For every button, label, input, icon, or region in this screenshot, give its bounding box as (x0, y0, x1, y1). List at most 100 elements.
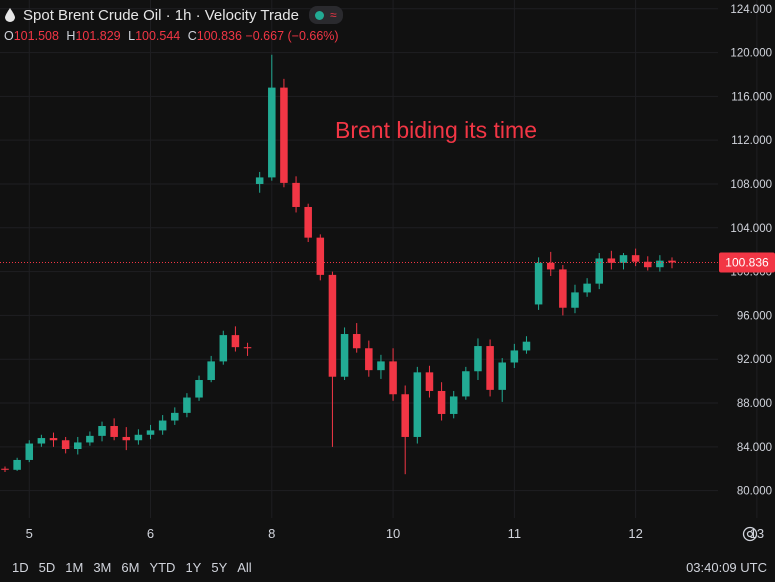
candle (328, 271, 337, 447)
candle (98, 421, 106, 442)
candle (74, 436, 82, 455)
candle (86, 431, 94, 446)
bottom-toolbar: 1D 5D 1M 3M 6M YTD 1Y 5Y All 03:40:09 UT… (0, 552, 775, 582)
candle (158, 415, 167, 435)
candle-body (559, 269, 567, 308)
candle (219, 330, 228, 365)
candle-body (365, 348, 373, 371)
candle-body (122, 436, 131, 441)
chart-legend: Spot Brent Crude Oil · 1h · Velocity Tra… (0, 0, 720, 48)
candle-body (13, 459, 21, 470)
candle (571, 284, 579, 314)
candle-body (401, 394, 409, 437)
candle-body (595, 258, 603, 284)
candle-body (207, 361, 215, 381)
timeframe-selector: 1D 5D 1M 3M 6M YTD 1Y 5Y All (7, 560, 257, 575)
candle (522, 336, 531, 354)
candle (340, 327, 349, 381)
timeframe-all[interactable]: All (237, 559, 252, 575)
candle-body (486, 346, 494, 390)
price-tick-label: 80.000 (737, 486, 772, 498)
timeframe-5d[interactable]: 5D (38, 559, 56, 575)
candle (122, 427, 131, 451)
wave-icon: ≈ (329, 8, 337, 22)
candle-body (183, 397, 191, 413)
candle (280, 78, 288, 188)
candle (231, 326, 240, 352)
candle (401, 385, 409, 475)
candle (243, 342, 252, 356)
candle-body (619, 255, 628, 263)
candle-body (352, 334, 361, 349)
timeframe-5y[interactable]: 5Y (211, 559, 228, 575)
gear-icon[interactable] (741, 525, 759, 543)
candle (462, 366, 470, 400)
candle (13, 457, 21, 471)
candle-body (304, 206, 312, 238)
timeframe-6m[interactable]: 6M (121, 559, 140, 575)
symbol-title-row[interactable]: Spot Brent Crude Oil · 1h · Velocity Tra… (5, 6, 343, 24)
price-tick-label: 116.000 (731, 91, 772, 103)
candle (171, 407, 179, 425)
candle (304, 203, 312, 243)
time-tick-label: 10 (386, 526, 400, 541)
candle-body (268, 87, 276, 178)
candle (474, 338, 482, 381)
candle-body (195, 380, 203, 398)
candle-body (631, 255, 640, 262)
candle-body (146, 430, 155, 435)
candle (352, 323, 361, 353)
candle (643, 256, 652, 271)
candle-body (607, 258, 616, 263)
candle (316, 234, 325, 281)
price-axis[interactable]: 80.00084.00088.00092.00096.000100.000104… (719, 4, 775, 498)
candle-body (74, 442, 82, 450)
candle-body (110, 426, 118, 437)
ohlc-low-value: 100.544 (135, 29, 181, 43)
time-tick-label: 8 (268, 526, 275, 541)
candle (134, 429, 143, 445)
candle-body (292, 182, 300, 207)
candle (510, 343, 519, 368)
time-tick-label: 12 (628, 526, 642, 541)
candle-body (522, 341, 531, 351)
candle (37, 434, 46, 447)
candle (61, 436, 70, 454)
candle (656, 255, 664, 272)
candle-body (656, 260, 664, 268)
candle (583, 278, 591, 297)
timeframe-ytd[interactable]: YTD (149, 559, 176, 575)
candle (595, 252, 603, 290)
oil-drop-icon (5, 8, 15, 22)
candle (292, 176, 300, 213)
candle (49, 432, 58, 447)
candle (546, 251, 555, 276)
candle (498, 358, 506, 402)
symbol-title[interactable]: Spot Brent Crude Oil · 1h · Velocity Tra… (23, 6, 299, 24)
last-price-tag-label: 100.836 (725, 255, 769, 269)
timeframe-3m[interactable]: 3M (93, 559, 112, 575)
candle-body (231, 335, 240, 348)
candle (425, 365, 434, 398)
time-tick-label: 11 (508, 526, 522, 541)
ohlc-high-key: H (66, 29, 76, 43)
candle-body (280, 87, 288, 183)
utc-clock[interactable]: 03:40:09 UTC (686, 559, 767, 575)
ohlc-open-value: 101.508 (13, 29, 59, 43)
market-status-badge[interactable]: ≈ (308, 6, 343, 24)
candle (255, 171, 264, 193)
price-tick-label: 92.000 (737, 354, 772, 366)
timeframe-1y[interactable]: 1Y (185, 559, 202, 575)
candle (146, 424, 155, 440)
time-axis[interactable]: 5 6 8 10 11 12 13 (26, 526, 764, 541)
price-tick-label: 120.000 (730, 48, 772, 60)
candle (183, 393, 191, 418)
timeframe-1m[interactable]: 1M (65, 559, 84, 575)
price-tick-label: 104.000 (730, 223, 772, 235)
timeframe-1d[interactable]: 1D (12, 559, 29, 575)
candle-body (668, 260, 676, 263)
candle (377, 354, 385, 379)
ohlc-close-key: C (187, 29, 197, 43)
candle-body (328, 274, 337, 377)
